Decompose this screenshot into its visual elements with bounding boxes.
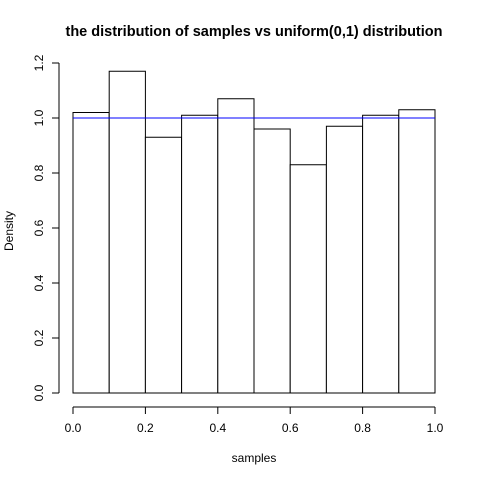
x-tick-label: 0.0 <box>65 421 82 435</box>
histogram-bar-9 <box>362 114 400 394</box>
histogram-bar-7 <box>289 164 327 394</box>
histogram-bar-3 <box>144 136 183 394</box>
x-tick-label: 1.0 <box>427 421 444 435</box>
y-tick-label: 0.4 <box>32 274 46 291</box>
histogram-bar-6 <box>253 128 291 394</box>
y-axis: 0.0 0.2 0.4 0.6 0.8 1.0 1.2 <box>32 54 60 401</box>
y-tick-label: 1.2 <box>32 54 46 71</box>
y-tick-label: 0.8 <box>32 164 46 181</box>
x-tick-label: 0.2 <box>137 421 154 435</box>
x-tick-label: 0.8 <box>354 421 371 435</box>
histogram-bar-5 <box>217 98 255 394</box>
histogram-bar-8 <box>325 125 364 394</box>
y-tick-label: 1.0 <box>32 109 46 126</box>
y-tick-label: 0.0 <box>32 384 46 401</box>
x-axis-label: samples <box>232 451 277 465</box>
y-tick-label: 0.2 <box>32 329 46 346</box>
histogram-bar-10 <box>398 109 436 394</box>
histogram-bar-2 <box>108 70 146 394</box>
y-tick-label: 0.6 <box>32 219 46 236</box>
x-tick-label: 0.4 <box>209 421 226 435</box>
histogram-bar-4 <box>181 114 219 394</box>
y-axis-label: Density <box>2 211 16 251</box>
x-tick-label: 0.6 <box>282 421 299 435</box>
x-axis: 0.0 0.2 0.4 0.6 0.8 1.0 <box>65 406 444 435</box>
histogram-bars <box>72 70 436 394</box>
chart-title: the distribution of samples vs uniform(0… <box>65 24 442 40</box>
histogram-bar-1 <box>72 112 110 394</box>
